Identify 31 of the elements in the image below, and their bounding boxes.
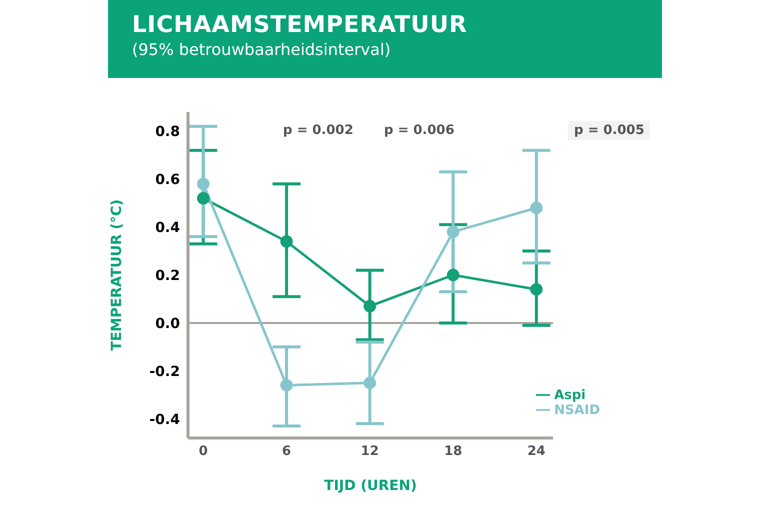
annotation: p = 0.002 — [282, 122, 354, 140]
legend-label: Aspi — [554, 388, 586, 403]
point — [280, 379, 293, 392]
point — [446, 268, 460, 282]
x-axis-title: TIJD (UREN) — [324, 478, 417, 494]
y-tick-label: -0.4 — [149, 412, 180, 428]
point — [280, 235, 293, 248]
x-tick-label: 12 — [360, 444, 379, 460]
x-tick-label: 24 — [527, 444, 546, 460]
x-tick-label: 18 — [444, 444, 462, 460]
chart-subtitle: (95% betrouwbaarheidsinterval) — [132, 40, 391, 59]
x-tick-label: 0 — [198, 444, 208, 460]
y-tick-label: -0.2 — [149, 364, 180, 380]
point — [364, 300, 376, 312]
text: p = 0.005 — [568, 121, 650, 140]
y-tick-label: 0.4 — [155, 220, 180, 236]
y-axis-title: TEMPERATUUR (°C) — [108, 199, 125, 351]
point — [197, 178, 210, 190]
y-tick-label: 0.2 — [155, 268, 180, 284]
chart-title: LICHAAMSTEMPERATUUR — [132, 12, 468, 38]
y-tick-label: 0.6 — [155, 172, 180, 188]
x-tick-label: 6 — [282, 444, 292, 460]
point — [530, 283, 543, 296]
y-tick-label: 0.8 — [155, 124, 180, 140]
y-tick-label: 0.0 — [155, 316, 180, 332]
point — [446, 226, 460, 238]
legend-label: NSAID — [554, 403, 600, 418]
point — [364, 376, 376, 390]
point — [197, 192, 210, 205]
annotation: p = 0.006 — [383, 122, 456, 140]
point — [530, 202, 543, 214]
